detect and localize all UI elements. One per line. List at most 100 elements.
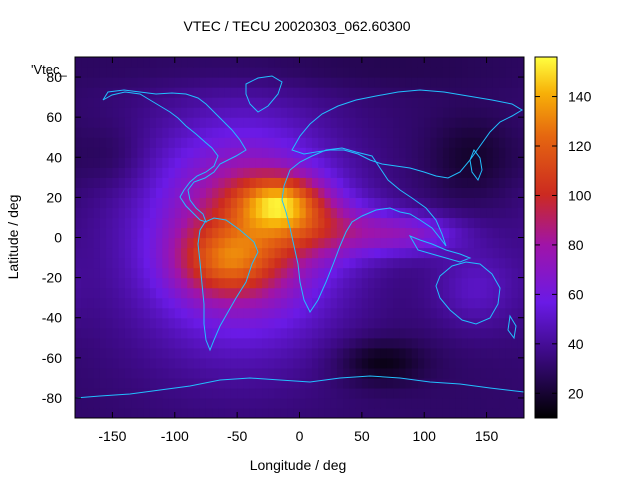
heatmap-cell bbox=[386, 367, 394, 379]
heatmap-cell bbox=[405, 227, 413, 239]
heatmap-cell bbox=[505, 67, 513, 78]
heatmap-cell bbox=[87, 117, 95, 128]
heatmap-cell bbox=[442, 367, 450, 379]
heatmap-cell bbox=[162, 97, 170, 108]
heatmap-cell bbox=[330, 337, 338, 349]
heatmap-cell bbox=[230, 177, 238, 188]
heatmap-cell bbox=[499, 167, 506, 178]
heatmap-cell bbox=[143, 227, 151, 239]
heatmap-cell bbox=[467, 337, 475, 349]
heatmap-cell bbox=[480, 227, 488, 239]
heatmap-cell bbox=[262, 227, 269, 239]
heatmap-cell bbox=[417, 327, 425, 339]
heatmap-cell bbox=[193, 237, 201, 249]
heatmap-cell bbox=[305, 367, 313, 379]
heatmap-cell bbox=[174, 317, 182, 329]
heatmap-cell bbox=[168, 327, 176, 339]
heatmap-cell bbox=[124, 217, 132, 229]
heatmap-cell bbox=[417, 277, 425, 289]
heatmap-cell bbox=[430, 237, 438, 249]
heatmap-cell bbox=[243, 107, 251, 118]
heatmap-cell bbox=[81, 247, 89, 259]
heatmap-cell bbox=[131, 117, 138, 128]
heatmap-cell bbox=[499, 267, 506, 279]
heatmap-cell bbox=[199, 337, 207, 349]
heatmap-cell bbox=[287, 237, 294, 249]
heatmap-cell bbox=[386, 407, 394, 418]
heatmap-cell bbox=[280, 247, 288, 259]
heatmap-cell bbox=[324, 407, 332, 418]
heatmap-cell bbox=[124, 347, 132, 359]
heatmap-cell bbox=[199, 147, 207, 158]
heatmap-cell bbox=[181, 187, 188, 198]
heatmap-cell bbox=[480, 157, 488, 168]
heatmap-cell bbox=[156, 407, 163, 418]
heatmap-cell bbox=[181, 247, 188, 259]
heatmap-cell bbox=[280, 57, 288, 68]
heatmap-cell bbox=[106, 137, 114, 148]
heatmap-cell bbox=[118, 147, 126, 158]
heatmap-cell bbox=[305, 197, 313, 209]
heatmap-cell bbox=[324, 337, 332, 349]
heatmap-cell bbox=[112, 57, 120, 68]
heatmap-cell bbox=[174, 167, 182, 178]
heatmap-cell bbox=[461, 317, 469, 329]
heatmap-cell bbox=[99, 187, 107, 198]
heatmap-cell bbox=[324, 307, 332, 319]
heatmap-cell bbox=[268, 147, 276, 158]
heatmap-cell bbox=[162, 157, 170, 168]
heatmap-cell bbox=[517, 187, 524, 198]
heatmap-cell bbox=[505, 377, 513, 389]
heatmap-cell bbox=[255, 327, 263, 339]
heatmap-cell bbox=[168, 107, 176, 118]
heatmap-cell bbox=[386, 387, 394, 399]
heatmap-cell bbox=[287, 287, 294, 299]
heatmap-cell bbox=[268, 77, 276, 88]
heatmap-cell bbox=[355, 87, 363, 98]
heatmap-cell bbox=[262, 357, 269, 369]
heatmap-cell bbox=[336, 77, 344, 88]
heatmap-cell bbox=[287, 327, 294, 339]
heatmap-cell bbox=[274, 127, 282, 138]
heatmap-cell bbox=[218, 207, 226, 219]
heatmap-cell bbox=[436, 137, 444, 148]
heatmap-cell bbox=[449, 237, 457, 249]
heatmap-cell bbox=[368, 147, 375, 158]
heatmap-cell bbox=[436, 407, 444, 418]
heatmap-cell bbox=[405, 157, 413, 168]
heatmap-cell bbox=[249, 67, 257, 78]
heatmap-cell bbox=[112, 237, 120, 249]
heatmap-cell bbox=[255, 57, 263, 68]
heatmap-cell bbox=[311, 177, 319, 188]
heatmap-cell bbox=[461, 77, 469, 88]
heatmap-cell bbox=[131, 277, 138, 289]
heatmap-cell bbox=[124, 117, 132, 128]
heatmap-cell bbox=[262, 397, 269, 409]
heatmap-cell bbox=[87, 237, 95, 249]
heatmap-cell bbox=[262, 317, 269, 329]
heatmap-cell bbox=[293, 317, 301, 329]
heatmap-cell bbox=[75, 407, 82, 418]
heatmap-cell bbox=[81, 157, 89, 168]
heatmap-cell bbox=[386, 357, 394, 369]
heatmap-cell bbox=[118, 127, 126, 138]
heatmap-cell bbox=[287, 367, 294, 379]
heatmap-cell bbox=[168, 377, 176, 389]
heatmap-cell bbox=[149, 137, 157, 148]
heatmap-cell bbox=[461, 327, 469, 339]
heatmap-cell bbox=[230, 307, 238, 319]
heatmap-cell bbox=[224, 87, 232, 98]
heatmap-cell bbox=[237, 367, 244, 379]
heatmap-cell bbox=[181, 397, 188, 409]
heatmap-cell bbox=[299, 377, 307, 389]
heatmap-cell bbox=[199, 267, 207, 279]
heatmap-cell bbox=[262, 137, 269, 148]
heatmap-cell bbox=[274, 287, 282, 299]
heatmap-cell bbox=[118, 317, 126, 329]
heatmap-cell bbox=[199, 277, 207, 289]
heatmap-cell bbox=[455, 117, 463, 128]
heatmap-cell bbox=[118, 107, 126, 118]
heatmap-cell bbox=[386, 207, 394, 219]
heatmap-cell bbox=[174, 337, 182, 349]
heatmap-cell bbox=[442, 347, 450, 359]
